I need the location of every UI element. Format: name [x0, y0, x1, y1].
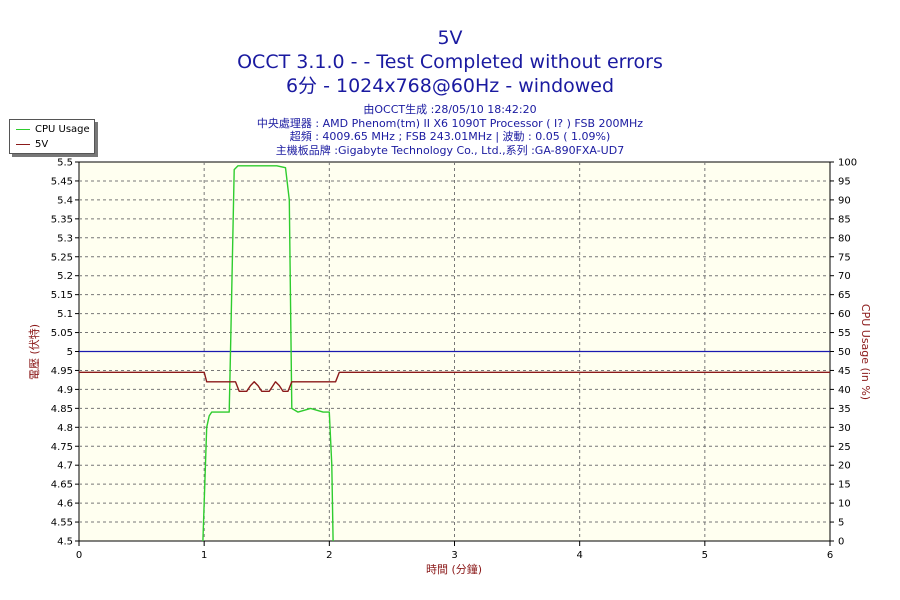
y-right-tick-label: 50	[838, 347, 851, 358]
y-right-tick-label: 40	[838, 385, 851, 396]
x-tick-label: 3	[451, 550, 457, 561]
grid-lines	[79, 162, 830, 541]
y-left-tick-label: 5.15	[51, 290, 73, 301]
y-left-tick-label: 4.8	[57, 423, 73, 434]
info-line-generated: 由OCCT生成 :28/05/10 18:42:20	[363, 103, 537, 116]
y-axis-left-label: 電壓 (伏特)	[27, 324, 41, 380]
legend-swatch-cpu-usage	[16, 128, 30, 130]
y-right-tick-label: 25	[838, 442, 851, 453]
x-tick-label: 4	[576, 550, 582, 561]
y-left-tick-label: 4.9	[57, 385, 73, 396]
y-right-tick-label: 55	[838, 328, 851, 339]
x-axis-label: 時間 (分鐘)	[426, 562, 482, 576]
legend: CPU Usage 5V	[9, 119, 95, 154]
legend-swatch-5v	[16, 143, 30, 145]
y-left-tick-label: 5.35	[51, 214, 73, 225]
y-left-tick-label: 5.3	[57, 233, 73, 244]
axis-ticks: 0 1 2 3 4 5 64.54.554.64.654.74.754.84.854.94.…	[51, 158, 857, 562]
y-right-tick-label: 85	[838, 214, 851, 225]
x-tick-label: 0	[76, 550, 82, 561]
y-left-tick-label: 5.25	[51, 252, 73, 263]
y-right-tick-label: 90	[838, 195, 851, 206]
series-group	[79, 165, 830, 542]
chart-title: 5V	[437, 27, 463, 49]
y-left-tick-label: 4.5	[57, 537, 73, 548]
y-right-tick-label: 30	[838, 423, 851, 434]
info-line-motherboard: 主機板品牌 :Gigabyte Technology Co., Ltd.,系列 …	[275, 143, 625, 157]
y-right-tick-label: 95	[838, 176, 851, 187]
legend-item-5v: 5V	[16, 138, 48, 150]
y-right-tick-label: 80	[838, 233, 851, 244]
series-line-cpu-usage	[202, 165, 334, 542]
y-right-tick-label: 35	[838, 404, 851, 415]
y-right-tick-label: 70	[838, 271, 851, 282]
y-right-tick-label: 65	[838, 290, 851, 301]
system-info-block: 由OCCT生成 :28/05/10 18:42:20 中央處理器 : AMD P…	[0, 103, 900, 157]
y-right-tick-label: 75	[838, 252, 851, 263]
x-tick-label: 5	[702, 550, 708, 561]
y-right-tick-label: 10	[838, 499, 851, 510]
y-axis-right-label: CPU Usage (in %)	[859, 304, 872, 400]
y-right-tick-label: 45	[838, 366, 851, 377]
x-tick-label: 1	[201, 550, 207, 561]
info-line-overclock: 超頻 : 4009.65 MHz ; FSB 243.01MHz | 波動 : …	[289, 130, 611, 143]
y-left-tick-label: 5.4	[57, 195, 73, 206]
y-right-tick-label: 100	[838, 158, 857, 169]
x-tick-label: 6	[827, 550, 833, 561]
y-right-tick-label: 5	[838, 518, 844, 529]
chart-subtitle-1: OCCT 3.1.0 - - Test Completed without er…	[237, 51, 663, 73]
y-left-tick-label: 4.7	[57, 461, 73, 472]
y-left-tick-label: 5.45	[51, 176, 73, 187]
y-left-tick-label: 4.85	[51, 404, 73, 415]
chart-title-block: 5V OCCT 3.1.0 - - Test Completed without…	[0, 26, 900, 98]
y-left-tick-label: 5.2	[57, 271, 73, 282]
y-left-tick-label: 4.6	[57, 499, 73, 510]
legend-label-cpu-usage: CPU Usage	[35, 123, 90, 135]
y-left-tick-label: 5.05	[51, 328, 73, 339]
y-left-tick-label: 5.5	[57, 158, 73, 169]
legend-label-5v: 5V	[35, 138, 49, 150]
info-line-cpu: 中央處理器 : AMD Phenom(tm) II X6 1090T Proce…	[256, 116, 644, 130]
x-tick-label: 2	[326, 550, 332, 561]
y-left-tick-label: 4.95	[51, 366, 73, 377]
y-right-tick-label: 0	[838, 537, 844, 548]
y-right-tick-label: 20	[838, 461, 851, 472]
y-left-tick-label: 4.65	[51, 480, 73, 491]
y-right-tick-label: 15	[838, 480, 851, 491]
y-left-tick-label: 5.1	[57, 309, 73, 320]
legend-item-cpu-usage: CPU Usage	[16, 123, 90, 135]
y-left-tick-label: 5	[67, 347, 73, 358]
y-left-tick-label: 4.75	[51, 442, 73, 453]
series-line-5v	[79, 371, 830, 392]
chart-subtitle-2: 6分 - 1024x768@60Hz - windowed	[285, 75, 615, 97]
y-right-tick-label: 60	[838, 309, 851, 320]
y-left-tick-label: 4.55	[51, 518, 73, 529]
